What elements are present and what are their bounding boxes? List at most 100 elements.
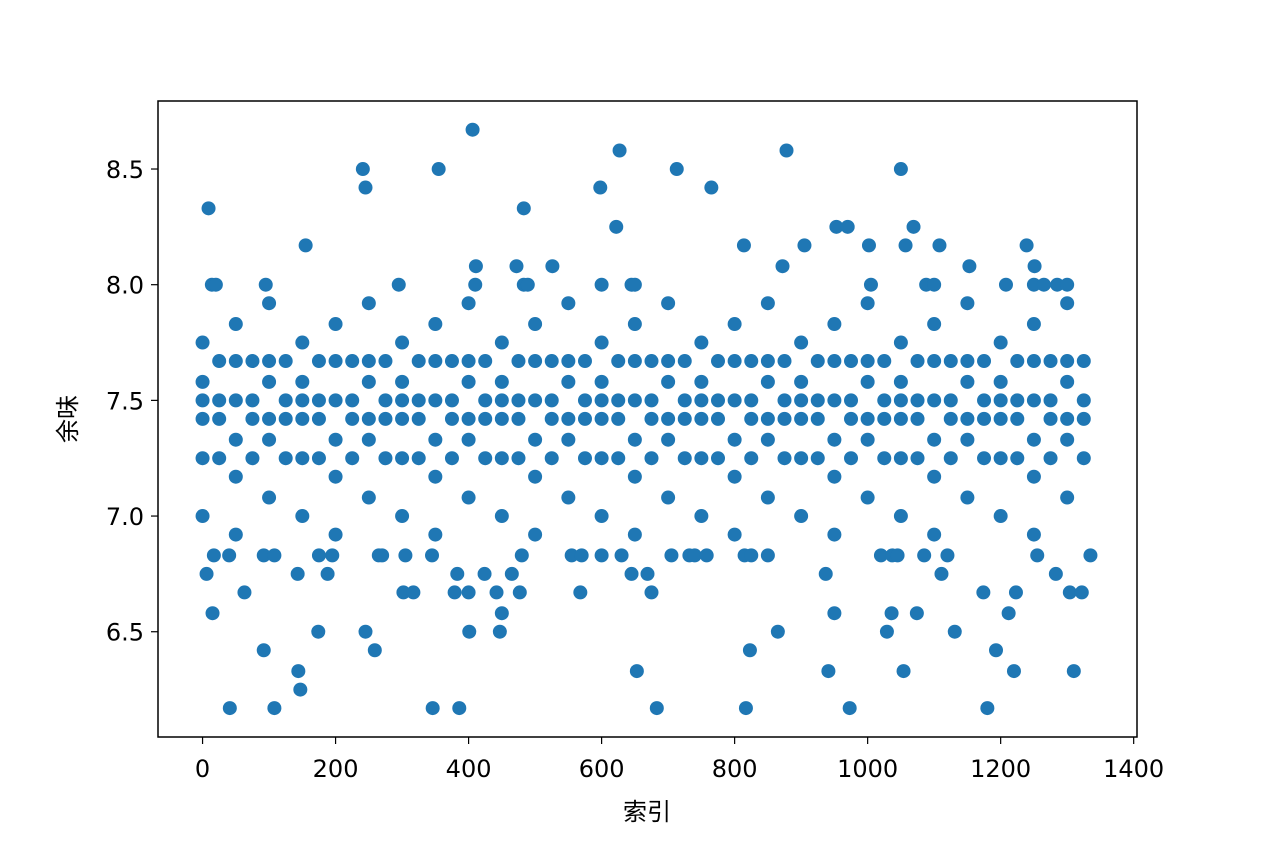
x-tick-label: 200 (313, 755, 359, 783)
scatter-point (328, 393, 343, 408)
scatter-point (577, 354, 592, 369)
scatter-point (262, 296, 277, 311)
scatter-point (827, 432, 842, 447)
scatter-point (927, 432, 942, 447)
scatter-point (890, 548, 905, 563)
scatter-point (206, 548, 221, 563)
scatter-point (311, 548, 326, 563)
scatter-point (844, 393, 859, 408)
scatter-point (927, 393, 942, 408)
scatter-point (998, 277, 1013, 292)
scatter-point (827, 527, 842, 542)
scatter-point (545, 259, 560, 274)
scatter-point (777, 411, 792, 426)
scatter-point (827, 393, 842, 408)
scatter-point (827, 317, 842, 332)
scatter-point (669, 162, 684, 177)
scatter-point (710, 411, 725, 426)
scatter-point (1036, 277, 1051, 292)
scatter-point (1026, 527, 1041, 542)
scatter-point (917, 548, 932, 563)
scatter-point (278, 451, 293, 466)
scatter-point (520, 277, 535, 292)
scatter-point (444, 354, 459, 369)
scatter-point (361, 354, 376, 369)
scatter-point (378, 393, 393, 408)
scatter-point (893, 374, 908, 389)
scatter-point (492, 624, 507, 639)
scatter-point (574, 548, 589, 563)
scatter-point (829, 219, 844, 234)
scatter-point (629, 664, 644, 679)
scatter-point (278, 354, 293, 369)
x-tick-label: 1400 (1103, 755, 1164, 783)
scatter-point (199, 566, 214, 581)
scatter-point (396, 585, 411, 600)
scatter-point (611, 411, 626, 426)
scatter-point (738, 701, 753, 716)
scatter-point (461, 432, 476, 447)
scatter-point (1019, 238, 1034, 253)
scatter-point (794, 411, 809, 426)
scatter-point (361, 411, 376, 426)
scatter-point (245, 451, 260, 466)
scatter-point (777, 354, 792, 369)
scatter-point (561, 490, 576, 505)
scatter-point (428, 432, 443, 447)
scatter-point (477, 566, 492, 581)
scatter-point (450, 566, 465, 581)
scatter-point (827, 469, 842, 484)
scatter-point (962, 259, 977, 274)
scatter-point (195, 335, 210, 350)
scatter-point (428, 393, 443, 408)
scatter-point (375, 548, 390, 563)
scatter-point (943, 354, 958, 369)
scatter-point (609, 219, 624, 234)
scatter-point (727, 527, 742, 542)
scatter-point (661, 354, 676, 369)
scatter-point (431, 162, 446, 177)
scatter-point (212, 451, 227, 466)
scatter-point (561, 354, 576, 369)
y-tick-label: 8.0 (106, 272, 144, 300)
scatter-point (960, 490, 975, 505)
scatter-point (727, 317, 742, 332)
scatter-point (611, 393, 626, 408)
scatter-point (1010, 451, 1025, 466)
scatter-point (228, 469, 243, 484)
scatter-point (594, 393, 609, 408)
scatter-point (1026, 317, 1041, 332)
scatter-point (760, 296, 775, 311)
scatter-point (910, 451, 925, 466)
scatter-point (940, 548, 955, 563)
scatter-point (877, 354, 892, 369)
scatter-point (290, 566, 305, 581)
scatter-point (295, 451, 310, 466)
scatter-point (860, 374, 875, 389)
scatter-point (677, 451, 692, 466)
scatter-point (594, 374, 609, 389)
scatter-point (444, 451, 459, 466)
scatter-point (893, 411, 908, 426)
scatter-point (378, 451, 393, 466)
scatter-point (777, 451, 792, 466)
scatter-point (943, 393, 958, 408)
scatter-point (977, 411, 992, 426)
scatter-point (844, 411, 859, 426)
scatter-point (262, 432, 277, 447)
scatter-point (810, 393, 825, 408)
scatter-point (514, 548, 529, 563)
scatter-point (704, 180, 719, 195)
scatter-point (779, 143, 794, 158)
scatter-point (694, 451, 709, 466)
scatter-point (877, 393, 892, 408)
axes-frame (157, 100, 1138, 738)
scatter-point (699, 548, 714, 563)
scatter-point (395, 374, 410, 389)
scatter-point (428, 469, 443, 484)
scatter-point (528, 469, 543, 484)
scatter-point (258, 277, 273, 292)
scatter-point (195, 509, 210, 524)
scatter-point (262, 490, 277, 505)
scatter-point (295, 393, 310, 408)
